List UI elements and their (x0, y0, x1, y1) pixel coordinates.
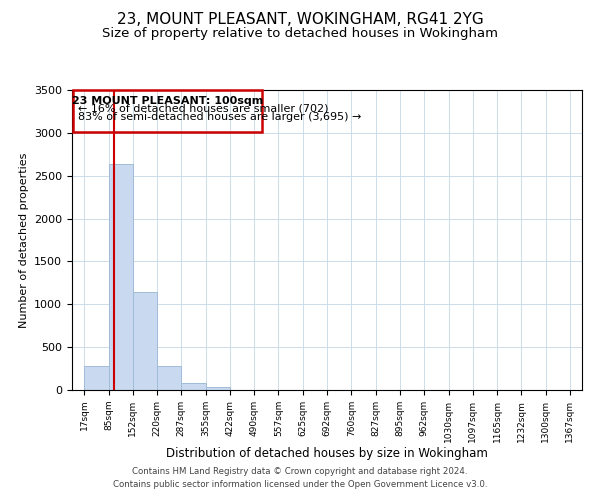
Bar (181, 383, 206, 390)
Bar (84, 366, 109, 390)
Text: Size of property relative to detached houses in Wokingham: Size of property relative to detached ho… (102, 28, 498, 40)
Y-axis label: Number of detached properties: Number of detached properties (19, 152, 29, 328)
Bar (157, 366, 181, 390)
Text: 83% of semi-detached houses are larger (3,695) →: 83% of semi-detached houses are larger (… (78, 112, 361, 122)
Text: 23, MOUNT PLEASANT, WOKINGHAM, RG41 2YG: 23, MOUNT PLEASANT, WOKINGHAM, RG41 2YG (116, 12, 484, 28)
Text: ← 16% of detached houses are smaller (702): ← 16% of detached houses are smaller (70… (78, 104, 329, 114)
Bar (109, 164, 133, 390)
Text: Contains HM Land Registry data © Crown copyright and database right 2024.: Contains HM Land Registry data © Crown c… (132, 467, 468, 476)
Text: Contains public sector information licensed under the Open Government Licence v3: Contains public sector information licen… (113, 480, 487, 489)
Bar (133, 292, 157, 390)
Bar (73, 90, 262, 132)
X-axis label: Distribution of detached houses by size in Wokingham: Distribution of detached houses by size … (166, 448, 488, 460)
Text: 23 MOUNT PLEASANT: 100sqm: 23 MOUNT PLEASANT: 100sqm (71, 96, 263, 106)
Bar (206, 388, 230, 390)
